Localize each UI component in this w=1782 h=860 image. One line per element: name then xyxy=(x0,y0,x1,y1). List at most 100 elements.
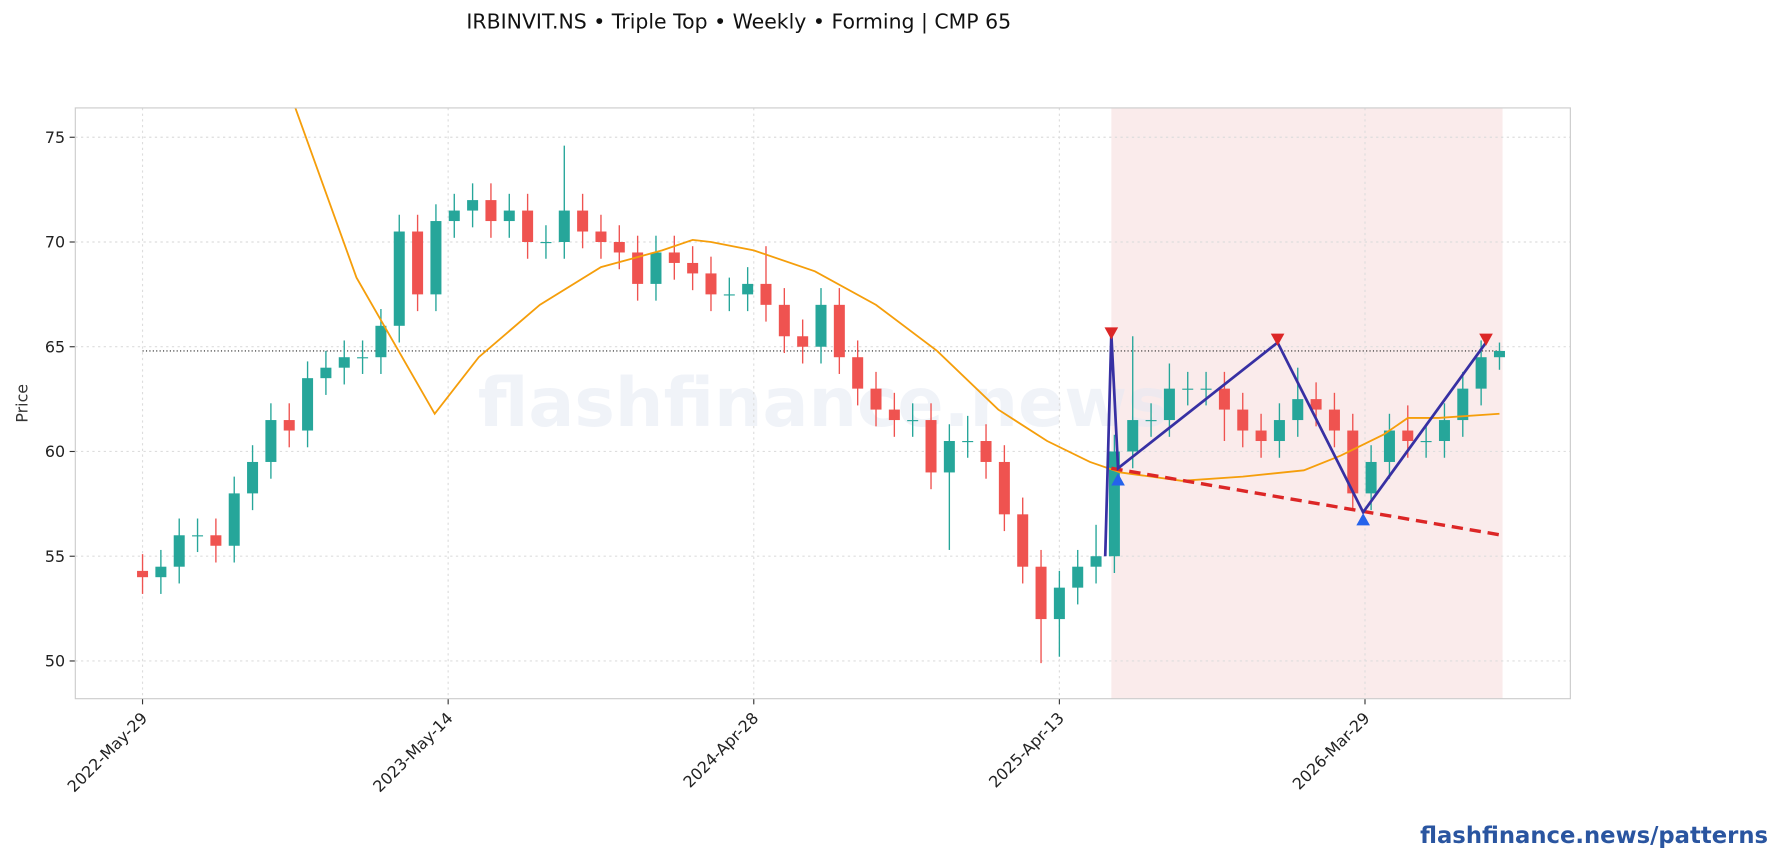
candle-body xyxy=(1347,430,1359,494)
candle-body xyxy=(852,357,864,389)
candle-body xyxy=(283,420,295,431)
candle-body xyxy=(962,441,974,443)
candle-body xyxy=(320,367,332,379)
x-tick-label: 2026-Mar-29 xyxy=(1289,709,1374,794)
peak-marker xyxy=(1479,333,1493,346)
y-tick-label: 50 xyxy=(45,652,65,671)
candle-body xyxy=(742,283,754,295)
candle-body xyxy=(632,252,644,284)
chart-title: IRBINVIT.NS • Triple Top • Weekly • Form… xyxy=(466,9,1011,34)
candle-body xyxy=(797,336,809,347)
candle-body xyxy=(925,420,937,473)
candle-body xyxy=(375,325,387,358)
watermark: flashfinance.news xyxy=(478,364,1168,443)
candle-body xyxy=(1035,566,1047,620)
candle-body xyxy=(1072,566,1084,588)
candle-body xyxy=(1493,350,1505,358)
candle-body xyxy=(760,283,772,305)
candle-body xyxy=(1017,514,1029,567)
neckline xyxy=(1111,466,1503,537)
candle-body xyxy=(907,420,919,422)
candle-body xyxy=(1108,451,1120,557)
candle-body xyxy=(1237,409,1249,431)
candle-body xyxy=(1163,388,1175,421)
candle-body xyxy=(595,231,607,242)
candle-body xyxy=(1402,430,1414,442)
candle-body xyxy=(1145,420,1157,422)
candle-body xyxy=(265,420,277,462)
candle-body xyxy=(1200,388,1212,390)
candle-body xyxy=(247,461,259,494)
candle-body xyxy=(1273,420,1285,442)
candle-body xyxy=(338,357,350,368)
candle-body xyxy=(833,304,845,358)
candle-body xyxy=(1457,388,1469,421)
y-tick-label: 55 xyxy=(45,547,65,566)
candle-body xyxy=(137,570,149,578)
candle-body xyxy=(1053,587,1065,620)
candle-body xyxy=(210,535,222,546)
pattern-line xyxy=(1103,334,1488,557)
x-tick-label: 2023-May-14 xyxy=(369,709,456,796)
candle-body xyxy=(1090,556,1102,567)
peak-marker xyxy=(1270,333,1285,346)
footer-link: flashfinance.news/patterns xyxy=(1420,823,1768,849)
candle-body xyxy=(1438,420,1450,442)
candle-body xyxy=(888,409,900,421)
candle-body xyxy=(302,378,314,431)
candle-body xyxy=(1255,430,1267,442)
candle-body xyxy=(1328,409,1340,431)
candle-body xyxy=(522,210,534,242)
trough-marker xyxy=(1111,473,1125,486)
candle-body xyxy=(870,388,882,410)
candle-body xyxy=(192,535,204,537)
candle-body xyxy=(1127,420,1139,452)
plot-area: flashfinance.news xyxy=(75,107,1571,699)
x-tick-label: 2025-Apr-13 xyxy=(985,709,1068,792)
y-tick-label: 60 xyxy=(45,442,65,461)
candle-body xyxy=(412,231,424,295)
candle-body xyxy=(467,200,479,211)
candle-body xyxy=(393,231,405,326)
candle-body xyxy=(503,210,515,222)
candle-body xyxy=(577,210,589,232)
trough-marker xyxy=(1356,513,1370,526)
plot-frame xyxy=(74,107,1571,700)
y-tick-label: 70 xyxy=(45,233,65,252)
peak-marker xyxy=(1104,327,1119,340)
candle-body xyxy=(815,304,827,347)
y-tick-label: 65 xyxy=(45,337,65,356)
candle-body xyxy=(613,241,625,253)
candle-body xyxy=(723,294,735,296)
candle-body xyxy=(155,566,167,578)
x-tick-label: 2024-Apr-28 xyxy=(679,709,762,792)
candle-body xyxy=(1383,430,1395,462)
candle-body xyxy=(650,252,662,284)
candle-body xyxy=(540,241,552,244)
moving-average xyxy=(294,107,1500,482)
candle-body xyxy=(1420,441,1432,443)
candle-body xyxy=(558,210,570,242)
candle-body xyxy=(1218,388,1230,410)
candle-body xyxy=(1182,388,1194,390)
candle-body xyxy=(430,221,442,295)
candle-body xyxy=(1310,399,1322,410)
candle-body xyxy=(980,441,992,462)
candle-body xyxy=(687,262,699,274)
candle-body xyxy=(485,200,497,222)
candle-body xyxy=(1292,399,1304,421)
candle-body xyxy=(778,304,790,337)
candle-body xyxy=(173,535,185,567)
y-tick-label: 75 xyxy=(45,128,65,147)
candle-body xyxy=(668,252,680,263)
candle-body xyxy=(943,441,955,473)
candle-body xyxy=(448,210,460,222)
y-axis-label: Price xyxy=(13,384,32,423)
x-tick-label: 2022-May-29 xyxy=(64,709,151,796)
candle-body xyxy=(357,357,369,359)
candle-body xyxy=(1365,461,1377,494)
candle-body xyxy=(228,493,240,546)
candle-body xyxy=(1475,357,1487,389)
